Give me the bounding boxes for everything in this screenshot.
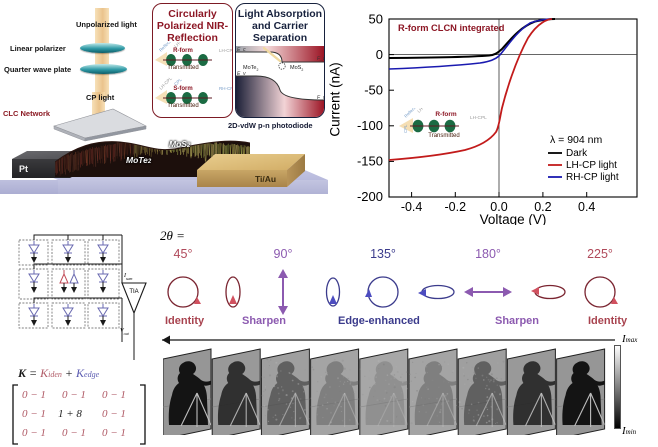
svg-text:-0.4: -0.4 bbox=[401, 200, 423, 214]
svg-text:-200: -200 bbox=[357, 189, 383, 204]
svg-text:λ = 904 nm: λ = 904 nm bbox=[550, 134, 602, 146]
svg-text:0: 0 bbox=[376, 47, 383, 62]
svg-text:-150: -150 bbox=[357, 154, 383, 169]
svg-text:F_v: F_v bbox=[317, 95, 324, 101]
svg-text:R-form CLCN integrated: R-form CLCN integrated bbox=[398, 23, 505, 33]
svg-text:LH-CPL: LH-CPL bbox=[470, 115, 487, 120]
svg-text:RH-CP light: RH-CP light bbox=[566, 172, 619, 183]
svg-text:Ti/Au: Ti/Au bbox=[255, 174, 276, 184]
svg-text:CPL: CPL bbox=[403, 124, 408, 133]
svg-text:180°: 180° bbox=[475, 247, 501, 261]
svg-text:0 − 1: 0 − 1 bbox=[62, 427, 86, 439]
svg-text:Voltage (V): Voltage (V) bbox=[480, 212, 547, 225]
svg-text:0 − 1: 0 − 1 bbox=[62, 389, 86, 401]
svg-text:90°: 90° bbox=[274, 247, 293, 261]
svg-text:-50: -50 bbox=[364, 83, 383, 98]
svg-text:LH-CPL: LH-CPL bbox=[219, 48, 232, 53]
svg-text:LH-CPL: LH-CPL bbox=[416, 108, 431, 114]
svg-text:45°: 45° bbox=[174, 247, 193, 261]
svg-text:Transmitted: Transmitted bbox=[428, 133, 459, 139]
svg-text:225°: 225° bbox=[587, 247, 613, 261]
svg-text:Transmitted: Transmitted bbox=[167, 103, 198, 109]
svg-text:Dark: Dark bbox=[566, 148, 588, 159]
svg-text:MoTe2: MoTe2 bbox=[243, 65, 258, 72]
svg-text:-0.2: -0.2 bbox=[445, 200, 467, 214]
svg-text:1 + 8: 1 + 8 bbox=[58, 408, 82, 420]
svg-text:135°: 135° bbox=[370, 247, 396, 261]
svg-text:0 − 1: 0 − 1 bbox=[102, 408, 126, 420]
svg-text:50: 50 bbox=[369, 12, 383, 27]
svg-text:RH-CPL: RH-CPL bbox=[219, 86, 232, 91]
svg-text:0 − 1: 0 − 1 bbox=[22, 408, 46, 420]
svg-text:LH-CPL: LH-CPL bbox=[158, 76, 173, 91]
svg-text:0 − 1: 0 − 1 bbox=[22, 389, 46, 401]
svg-text:MoS2: MoS2 bbox=[290, 65, 303, 72]
svg-text:E_c: E_c bbox=[237, 47, 246, 53]
svg-text:0 − 1: 0 − 1 bbox=[22, 427, 46, 439]
svg-text:R-form: R-form bbox=[435, 111, 457, 118]
svg-text:-100: -100 bbox=[357, 118, 383, 133]
svg-text:Isum: Isum bbox=[123, 273, 133, 281]
svg-text:LH-CP light: LH-CP light bbox=[566, 160, 617, 171]
svg-text:Transmitted: Transmitted bbox=[167, 65, 198, 71]
svg-text:TIA: TIA bbox=[129, 289, 138, 295]
svg-text:0 − 1: 0 − 1 bbox=[102, 389, 126, 401]
svg-text:0.4: 0.4 bbox=[578, 200, 595, 214]
svg-text:Vout: Vout bbox=[120, 328, 130, 336]
svg-text:0 − 1: 0 − 1 bbox=[102, 427, 126, 439]
svg-text:E_v: E_v bbox=[237, 71, 246, 77]
svg-text:F_c: F_c bbox=[317, 56, 324, 62]
